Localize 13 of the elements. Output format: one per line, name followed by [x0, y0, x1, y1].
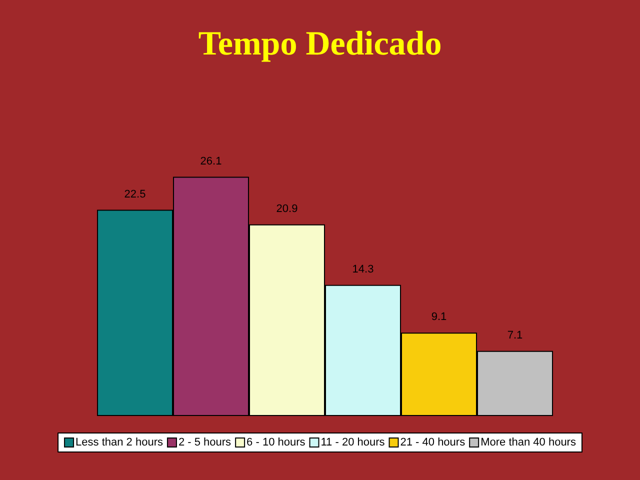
chart-title: Tempo Dedicado	[198, 26, 442, 62]
legend-label: 6 - 10 hours	[246, 436, 306, 448]
data-label: 22.5	[124, 188, 146, 200]
data-label: 9.1	[431, 311, 447, 324]
legend-label: 11 - 20 hours	[320, 436, 386, 448]
legend-label: More than 40 hours	[480, 436, 576, 448]
data-label: 20.9	[276, 202, 298, 215]
data-label: 14.3	[352, 263, 374, 276]
legend-label: Less than 2 hours	[76, 436, 164, 448]
legend-label: 2 - 5 hours	[178, 436, 232, 448]
data-label: 26.1	[200, 155, 222, 168]
data-label: 7.1	[507, 329, 523, 342]
legend-label: 21 - 40 hours	[400, 436, 466, 448]
